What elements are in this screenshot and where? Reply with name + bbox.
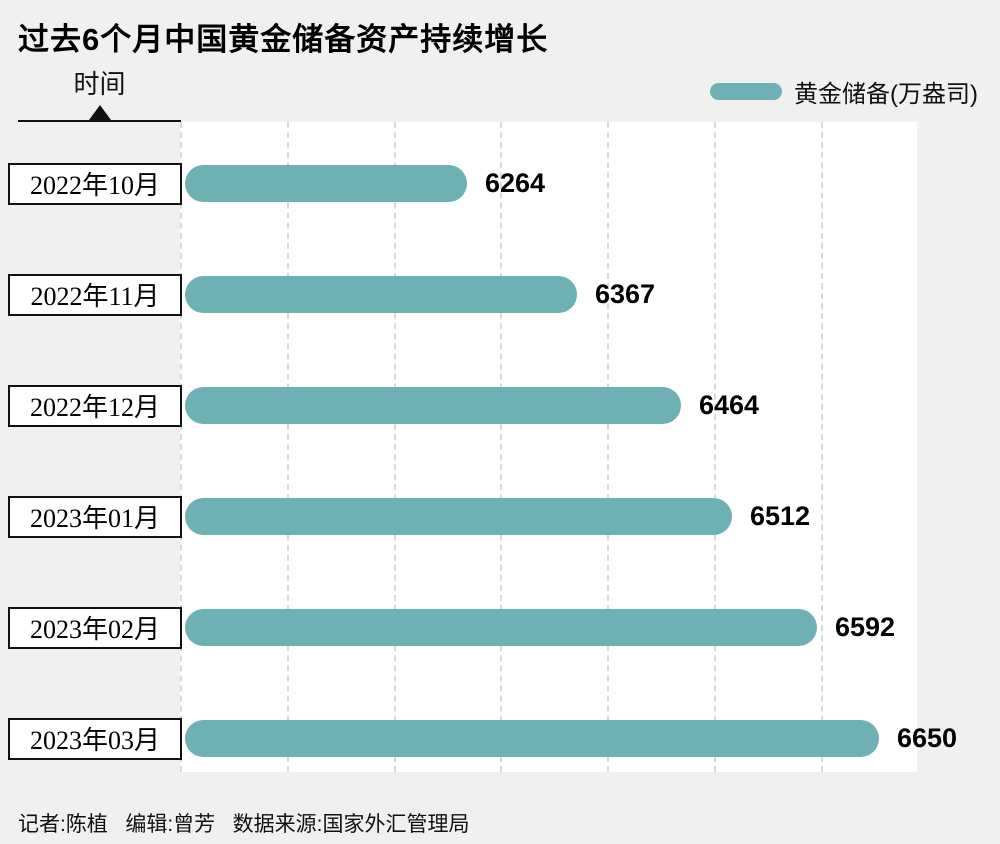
category-label: 2023年01月 [29, 504, 160, 533]
bar [185, 387, 681, 424]
gridline [821, 122, 823, 772]
gridline [500, 122, 502, 772]
value-label: 6650 [897, 723, 958, 753]
category-label: 2022年12月 [29, 393, 160, 422]
gridline [714, 122, 716, 772]
value-label: 6367 [595, 279, 656, 309]
chart-row: 2022年12月 6464 [0, 350, 1000, 461]
category-label: 2023年03月 [29, 726, 160, 755]
value-label: 6592 [835, 612, 896, 642]
gridline [607, 122, 609, 772]
chart-row: 2023年02月 6592 [0, 572, 1000, 683]
page-title: 过去6个月中国黄金储备资产持续增长 [18, 22, 549, 57]
category-box: 2023年01月 [8, 495, 182, 538]
legend-swatch [710, 83, 783, 100]
bar [185, 498, 732, 535]
bar [185, 165, 467, 202]
bar-rows: 2022年10月 6264 2022年11月 6367 2022年12月 646… [0, 128, 1000, 794]
gridline [287, 122, 289, 772]
category-label: 2023年02月 [29, 615, 160, 644]
axis-arrow-up-icon [88, 105, 111, 120]
chart-row: 2022年11月 6367 [0, 239, 1000, 350]
value-label: 6464 [699, 390, 760, 420]
plot-area [180, 122, 917, 772]
gridline [180, 122, 182, 772]
chart-row: 2023年03月 6650 [0, 683, 1000, 794]
legend-label: 黄金储备(万盎司) [794, 81, 978, 108]
category-box: 2022年11月 [8, 273, 182, 316]
source-note: 记者:陈植 编辑:曾芳 数据来源:国家外汇管理局 [18, 813, 470, 836]
category-label: 2022年11月 [30, 282, 160, 311]
chart-row: 2023年01月 6512 [0, 461, 1000, 572]
bar [185, 276, 577, 313]
legend: 黄金储备(万盎司) [710, 74, 978, 109]
category-box: 2022年10月 [8, 162, 182, 205]
bar [185, 609, 817, 646]
bar [185, 720, 879, 757]
category-box: 2023年02月 [8, 606, 182, 649]
category-label: 2022年10月 [29, 171, 160, 200]
value-label: 6512 [750, 501, 811, 531]
value-label: 6264 [485, 168, 546, 198]
category-box: 2022年12月 [8, 384, 182, 427]
gridline [394, 122, 396, 772]
category-box: 2023年03月 [8, 717, 182, 760]
chart-row: 2022年10月 6264 [0, 128, 1000, 239]
time-axis: 时间 [18, 64, 181, 122]
time-axis-label: 时间 [73, 70, 126, 99]
